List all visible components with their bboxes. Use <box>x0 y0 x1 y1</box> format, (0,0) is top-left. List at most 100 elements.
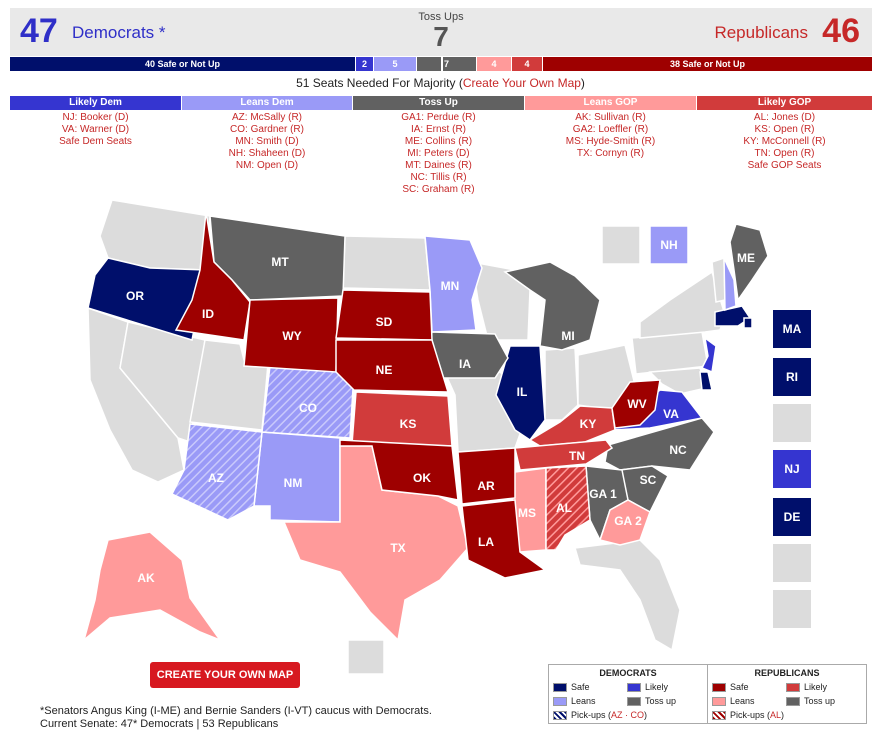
state-ny[interactable] <box>639 270 726 339</box>
label-me: ME <box>737 251 755 265</box>
state-nd[interactable] <box>342 235 431 291</box>
label-mi: MI <box>561 329 574 343</box>
list-item[interactable]: MT: Daines (R) <box>405 160 472 171</box>
ma-box[interactable] <box>773 310 811 348</box>
label-id: ID <box>202 307 214 321</box>
state-id[interactable] <box>174 211 251 341</box>
list-item[interactable]: TX: Cornyn (R) <box>576 148 645 159</box>
legend-dem-leans: Leans <box>553 695 596 707</box>
list-item[interactable]: Safe GOP Seats <box>747 160 822 171</box>
leans-dem-heading: Leans Dem <box>182 96 352 110</box>
bar-gop-leans: 4 <box>477 57 512 71</box>
state-ri[interactable] <box>743 317 753 329</box>
democrat-seat-count: 47 <box>20 12 58 50</box>
state-mi[interactable] <box>503 261 601 351</box>
list-item[interactable]: VA: Warner (D) <box>61 124 130 135</box>
legend-dem-tossup: Toss up <box>627 695 676 707</box>
label-nc: NC <box>669 443 687 457</box>
list-item[interactable]: Safe Dem Seats <box>59 136 132 147</box>
score-header: 47 Democrats * Toss Ups 7 Republicans 46 <box>10 8 872 56</box>
state-la[interactable] <box>461 499 547 579</box>
state-nc[interactable] <box>604 417 715 471</box>
dc-box[interactable] <box>773 590 811 628</box>
label-la: LA <box>478 535 494 549</box>
state-ga2[interactable] <box>599 499 651 546</box>
ri-box-label: RI <box>786 370 798 384</box>
label-ok: OK <box>413 471 431 485</box>
list-item[interactable]: AL: Jones (D) <box>753 112 816 123</box>
state-ak[interactable] <box>82 531 223 643</box>
md-box[interactable] <box>773 544 811 582</box>
list-item[interactable]: AZ: McSally (R) <box>232 112 302 123</box>
label-tx: TX <box>390 541 405 555</box>
label-ms: MS <box>518 506 536 520</box>
majority-text: 51 Seats Needed For Majority <box>296 76 456 90</box>
state-az[interactable] <box>170 423 263 521</box>
label-or: OR <box>126 289 144 303</box>
state-me[interactable] <box>729 223 769 303</box>
ma-box-label: MA <box>782 322 802 336</box>
state-wv[interactable] <box>611 379 661 429</box>
list-item[interactable]: GA1: Perdue (R) <box>401 112 476 123</box>
list-item[interactable]: GA2: Loeffler (R) <box>572 124 649 135</box>
label-il: IL <box>517 385 528 399</box>
label-mt: MT <box>271 255 289 269</box>
list-item[interactable]: KY: McConnell (R) <box>743 136 826 147</box>
label-sc: SC <box>640 473 657 487</box>
state-hi[interactable] <box>347 639 385 675</box>
label-ia: IA <box>459 357 471 371</box>
state-in[interactable] <box>544 347 579 421</box>
list-item[interactable]: CO: Gardner (R) <box>230 124 304 135</box>
state-ar[interactable] <box>457 447 516 505</box>
legend-dem-likely: Likely <box>627 681 668 693</box>
list-item[interactable]: MI: Peters (D) <box>407 148 470 159</box>
state-ok[interactable] <box>339 439 459 501</box>
list-item[interactable]: NH: Shaheen (D) <box>228 148 306 159</box>
state-fl[interactable] <box>574 539 681 652</box>
list-item[interactable]: KS: Open (R) <box>754 124 815 135</box>
bar-gop-likely: 4 <box>512 57 543 71</box>
state-tn[interactable] <box>514 439 614 471</box>
list-item[interactable]: NJ: Booker (D) <box>62 112 129 123</box>
list-item[interactable]: MN: Smith (D) <box>235 136 299 147</box>
list-item[interactable]: ME: Collins (R) <box>404 136 473 147</box>
nh-box[interactable] <box>649 225 689 265</box>
list-item[interactable]: NM: Open (D) <box>235 160 299 171</box>
list-item[interactable]: MS: Hyde-Smith (R) <box>565 136 656 147</box>
state-al[interactable] <box>545 465 591 551</box>
legend-gop-title: REPUBLICANS <box>754 668 820 678</box>
ri-box[interactable] <box>773 358 811 396</box>
list-item[interactable]: AK: Sullivan (R) <box>575 112 646 123</box>
label-ar: AR <box>477 479 495 493</box>
create-your-own-map-button[interactable]: CREATE YOUR OWN MAP <box>150 662 300 688</box>
ct-box[interactable] <box>773 404 811 442</box>
list-item[interactable]: SC: Graham (R) <box>402 184 475 195</box>
label-wy: WY <box>282 329 301 343</box>
state-nj[interactable] <box>700 336 717 374</box>
nj-box-label: NJ <box>784 462 800 476</box>
legend-divider <box>707 665 708 723</box>
label-co: CO <box>299 401 317 415</box>
list-item[interactable]: NC: Tillis (R) <box>410 172 467 183</box>
list-item[interactable]: TN: Open (R) <box>754 148 815 159</box>
me-box[interactable] <box>601 225 641 265</box>
state-ne[interactable] <box>335 339 450 393</box>
label-ne: NE <box>376 363 393 377</box>
de-box[interactable] <box>773 498 811 536</box>
state-nh[interactable] <box>723 257 737 312</box>
leans-dem-list: AZ: McSally (R) CO: Gardner (R) MN: Smit… <box>182 112 352 172</box>
leans-gop-list: AK: Sullivan (R) GA2: Loeffler (R) MS: H… <box>525 112 696 160</box>
create-map-link[interactable]: Create Your Own Map <box>462 76 581 90</box>
footnote-line-2: Current Senate: 47* Democrats | 53 Repub… <box>40 718 279 730</box>
nj-box[interactable] <box>773 450 811 488</box>
legend-gop-tossup: Toss up <box>786 695 835 707</box>
label-ky: KY <box>580 417 597 431</box>
republican-seat-count: 46 <box>822 12 860 50</box>
likely-gop-list: AL: Jones (D) KS: Open (R) KY: McConnell… <box>697 112 872 172</box>
seat-balance-bar: 40 Safe or Not Up 2 5 7 4 4 38 Safe or N… <box>10 57 872 71</box>
label-sd: SD <box>376 315 393 329</box>
list-item[interactable]: IA: Ernst (R) <box>410 124 466 135</box>
label-al: AL <box>556 501 572 515</box>
state-de[interactable] <box>699 371 713 391</box>
